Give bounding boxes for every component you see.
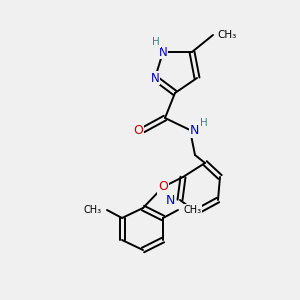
Text: CH₃: CH₃ <box>217 30 236 40</box>
Text: N: N <box>166 194 175 206</box>
Text: N: N <box>159 46 167 59</box>
Text: N: N <box>151 71 159 85</box>
Text: CH₃: CH₃ <box>84 205 102 215</box>
Text: O: O <box>133 124 143 136</box>
Text: O: O <box>158 181 168 194</box>
Text: H: H <box>200 118 208 128</box>
Text: N: N <box>190 124 200 136</box>
Text: H: H <box>152 37 160 47</box>
Text: CH₃: CH₃ <box>183 205 201 215</box>
